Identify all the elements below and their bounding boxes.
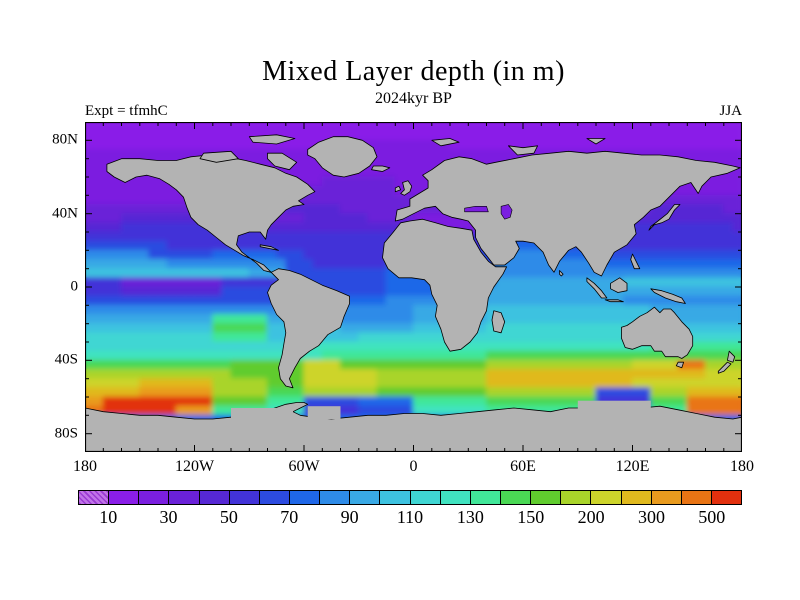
- ice-shelf-mask: [231, 408, 293, 419]
- lon-tick-label: 180: [73, 458, 97, 475]
- colorbar-tick-label: 10: [99, 507, 118, 527]
- lon-tick-label: 0: [409, 458, 418, 475]
- colorbar-cell: [199, 491, 230, 504]
- colorbar-cell: [229, 491, 260, 504]
- colorbar-cell: [320, 491, 351, 504]
- continent-landmass: [507, 145, 539, 156]
- colorbar-cell: [531, 491, 562, 504]
- colorbar-tick-label: 500: [698, 507, 726, 527]
- colorbar-tick-label: 70: [280, 507, 299, 527]
- continent-landmass: [307, 136, 378, 178]
- colorbar-cell: [711, 491, 742, 504]
- lon-tick-label: 180: [730, 458, 754, 475]
- colorbar-cell: [440, 491, 471, 504]
- colorbar-cell: [289, 491, 321, 504]
- lon-tick-label: 120W: [174, 458, 215, 475]
- colorbar-tick-label: 300: [638, 507, 665, 527]
- colorbar-tick-label: 130: [456, 507, 484, 527]
- colorbar-cell: [621, 491, 652, 504]
- longitude-axis: 180 120W 60W 0 60E 120E 180: [0, 458, 800, 480]
- continent-landmass: [648, 204, 681, 231]
- colorbar-labels: 10 30 50 70 90 110 130 150 200 300 500: [78, 507, 742, 531]
- continent-landmass: [604, 299, 624, 303]
- continent-landmass: [267, 268, 351, 389]
- lat-tick-label: 40N: [52, 205, 78, 222]
- continent-landmass: [85, 402, 742, 452]
- colorbar-tick-label: 150: [517, 507, 545, 527]
- colorbar-cell: [109, 491, 140, 504]
- colorbar-cell: [139, 491, 170, 504]
- season-label: JJA: [719, 103, 742, 119]
- continent-landmass: [610, 277, 628, 293]
- lat-tick-label: 40S: [54, 351, 78, 368]
- ice-shelf-mask: [307, 406, 341, 419]
- colorbar-cell: [169, 491, 200, 504]
- colorbar-tick-label: 110: [396, 507, 424, 527]
- continent-landmass: [394, 185, 402, 193]
- colorbar-cell: [259, 491, 290, 504]
- latitude-axis: 80N 40N 0 40S 80S: [0, 0, 82, 600]
- colorbar-cell: [350, 491, 381, 504]
- page-title: Mixed Layer depth (in m): [262, 56, 565, 87]
- continent-landmass: [559, 270, 564, 277]
- continent-landmass: [248, 134, 296, 145]
- continent-landmass: [267, 152, 298, 171]
- colorbar: [78, 490, 742, 505]
- plot-frame: [84, 121, 743, 453]
- map-plot-area: [81, 118, 746, 456]
- colorbar-cell: [561, 491, 592, 504]
- colorbar-cell: [79, 491, 110, 504]
- colorbar-cell: [681, 491, 712, 504]
- continent-landmass: [394, 150, 741, 277]
- continent-landmass: [259, 244, 279, 251]
- colorbar-cell: [470, 491, 501, 504]
- continent-landmass: [491, 310, 506, 334]
- colorbar-tick-label: 50: [219, 507, 238, 527]
- subtitle: 2024kyr BP: [375, 90, 452, 107]
- colorbar-cell: [591, 491, 622, 504]
- continent-landmass: [675, 361, 684, 369]
- lon-tick-label: 120E: [615, 458, 650, 475]
- ocean-heatmap-field: [85, 122, 742, 452]
- inland-sea: [464, 206, 489, 213]
- continent-landmass: [621, 306, 694, 359]
- continent-landmass: [586, 277, 608, 299]
- continent-landmass: [630, 253, 641, 270]
- continent-landmass: [586, 138, 606, 145]
- colorbar-tick-label: 30: [159, 507, 178, 527]
- lat-tick-label: 80S: [54, 425, 78, 442]
- colorbar-tick-label: 90: [340, 507, 359, 527]
- continent-landmass: [431, 138, 460, 147]
- lat-tick-label: 80N: [52, 131, 78, 148]
- continent-landmass: [400, 180, 413, 196]
- continent-landmass: [199, 150, 239, 163]
- continent-landmass: [727, 350, 736, 363]
- lon-tick-label: 60W: [288, 458, 320, 475]
- colorbar-tick-label: 200: [577, 507, 605, 527]
- colorbar-cell: [651, 491, 682, 504]
- continent-landmass: [106, 154, 316, 273]
- continent-landmass: [371, 165, 391, 172]
- experiment-label: Expt = tfmhC: [85, 103, 168, 119]
- inland-sea: [500, 204, 513, 220]
- colorbar-cell: [410, 491, 441, 504]
- world-map-heatmap: [81, 118, 746, 456]
- continent-landmass: [650, 288, 686, 304]
- lat-tick-label: 0: [70, 278, 79, 295]
- continent-landmass: [382, 218, 508, 352]
- ice-shelf-mask: [577, 400, 651, 410]
- colorbar-cell: [500, 491, 532, 504]
- lon-tick-label: 60E: [510, 458, 536, 475]
- colorbar-cell: [380, 491, 411, 504]
- continent-landmass: [717, 361, 732, 374]
